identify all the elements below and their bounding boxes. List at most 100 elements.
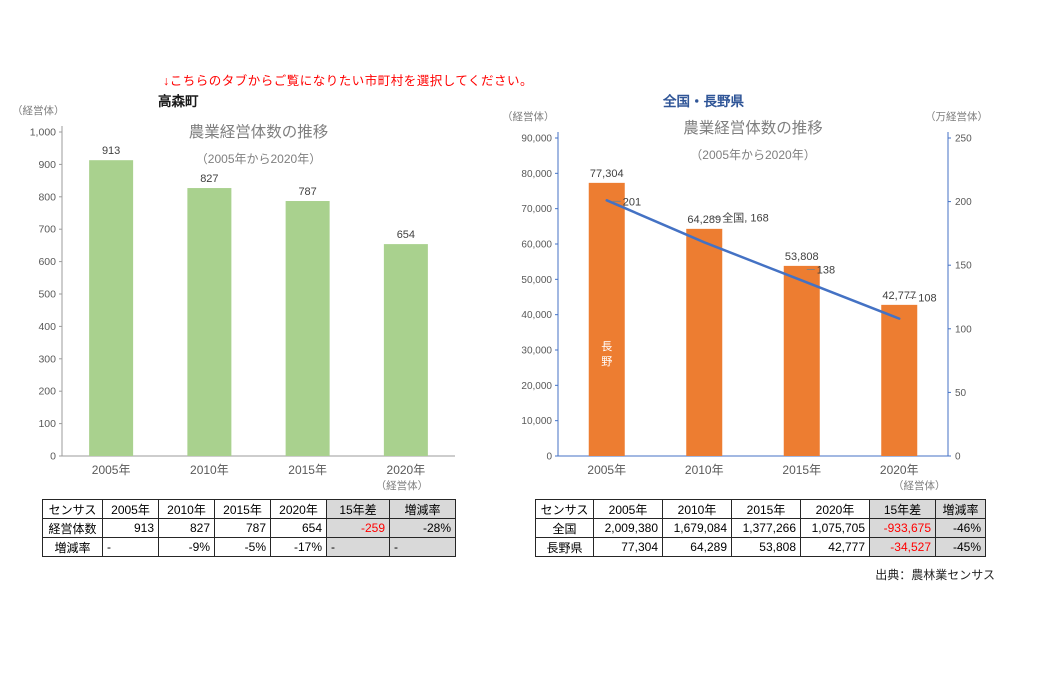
bar-value-label: 77,304 (590, 168, 624, 180)
national-nagano-combo-chart: 0 10,000 20,000 30,000 40,000 50,000 60,000 70,… (500, 100, 990, 500)
y-axis-tick-label: 100 (38, 418, 56, 430)
chart-subtitle: （2005年から2020年） (196, 152, 321, 166)
x-axis-unit-label: （経営体） (893, 479, 946, 492)
table-cell: 1,377,266 (731, 518, 801, 538)
right-axis-unit-label: （万経営体） (925, 110, 988, 123)
y-axis-tick-label: 0 (50, 451, 56, 463)
y-axis-tick-label: 1,000 (30, 127, 56, 139)
bar-value-label: 913 (102, 145, 120, 157)
table-cell: -17% (270, 537, 327, 557)
left-axis-unit-label: （経営体） (12, 104, 65, 117)
y-axis-tick-label: 900 (38, 159, 56, 171)
line-point-label: 138 (817, 264, 835, 276)
bar (686, 228, 723, 456)
table-header-cell: 増減率 (935, 499, 986, 519)
chart-subtitle: （2005年から2020年） (690, 148, 815, 162)
secondary-y-axis-tick-label: 100 (955, 324, 972, 335)
secondary-y-axis-tick-label: 150 (955, 261, 972, 272)
x-axis-label: 2020年 (387, 463, 426, 477)
bar-value-label: 42,777 (882, 290, 916, 302)
takamori-stats-table: センサス 2005年 2010年 2015年 2020年 15年差 増減率 経営体数 913 82… (42, 499, 456, 557)
tab-select-notice: ↓こちらのタブからご覧になりたい市町村を選択してください。 (163, 74, 534, 88)
bar-value-label: 53,808 (785, 251, 819, 263)
y-axis-tick-label: 400 (38, 321, 56, 333)
table-cell: -28% (389, 518, 456, 538)
bar-value-label: 787 (298, 186, 316, 198)
bar-value-label: 654 (397, 229, 415, 241)
right-panel-title: 全国・長野県 (663, 94, 744, 109)
table-cell: 1,679,084 (662, 518, 732, 538)
bar-value-label: 827 (200, 173, 218, 185)
table-cell: - (389, 537, 456, 557)
table-cell: -5% (214, 537, 271, 557)
table-header-cell: センサス (42, 499, 103, 519)
secondary-y-axis-tick-label: 250 (955, 134, 972, 145)
secondary-y-axis-tick-label: 0 (955, 452, 961, 463)
bar (383, 244, 428, 456)
table-cell: -9% (158, 537, 215, 557)
table-cell: -45% (935, 537, 986, 557)
y-axis-tick-label: 600 (38, 256, 56, 268)
y-axis-tick-label: 30,000 (521, 346, 552, 357)
y-axis-tick-label: 200 (38, 386, 56, 398)
line-point-label: 全国, 168 (722, 210, 768, 224)
table-row: 増減率 - -9% -5% -17% - - (42, 537, 456, 557)
table-cell: - (326, 537, 390, 557)
bar (187, 188, 232, 456)
y-axis-tick-label: 20,000 (521, 381, 552, 392)
secondary-y-axis-tick-label: 200 (955, 197, 972, 208)
table-header-cell: センサス (535, 499, 594, 519)
chart-title: 農業経営体数の推移 (189, 123, 329, 141)
row-label-cell: 増減率 (42, 537, 103, 557)
table-header-cell: 15年差 (869, 499, 936, 519)
y-axis-tick-label: 40,000 (521, 310, 552, 321)
table-header-cell: 増減率 (389, 499, 456, 519)
line-point-label: 201 (623, 196, 641, 208)
table-cell: 53,808 (731, 537, 801, 557)
table-header-cell: 15年差 (326, 499, 390, 519)
table-header-cell: 2010年 (662, 499, 732, 519)
bar (881, 304, 918, 456)
secondary-y-axis-tick-label: 50 (955, 388, 967, 399)
row-label-cell: 経営体数 (42, 518, 103, 538)
x-axis-unit-label: （経営体） (376, 479, 429, 492)
bar (588, 182, 625, 456)
chart-canvas: 0 10,000 20,000 30,000 40,000 50,000 60,000 70,… (502, 110, 988, 492)
table-cell: 827 (158, 518, 215, 538)
table-cell: 913 (102, 518, 159, 538)
x-axis-label: 2015年 (782, 463, 821, 477)
bar-value-label: 64,289 (687, 214, 721, 226)
table-header-row: センサス 2005年 2010年 2015年 2020年 15年差 増減率 (42, 499, 456, 519)
y-axis-tick-label: 80,000 (521, 169, 552, 180)
bar (285, 201, 330, 456)
y-axis-tick-label: 0 (546, 452, 552, 463)
bar (783, 265, 820, 456)
x-axis-label: 2015年 (288, 463, 327, 477)
y-axis-tick-label: 300 (38, 353, 56, 365)
takamori-bar-chart: 0 100 200 300 400 500 600 700 800 900 1,000 2005年 20… (10, 100, 460, 500)
table-header-cell: 2015年 (214, 499, 271, 519)
line-point-label: 108 (918, 293, 936, 305)
table-cell: 2,009,380 (593, 518, 663, 538)
table-cell: -933,675 (869, 518, 936, 538)
y-axis-tick-label: 700 (38, 224, 56, 236)
table-header-cell: 2020年 (270, 499, 327, 519)
table-cell: 64,289 (662, 537, 732, 557)
table-header-cell: 2005年 (593, 499, 663, 519)
y-axis-tick-label: 60,000 (521, 240, 552, 251)
national-nagano-stats-table: センサス 2005年 2010年 2015年 2020年 15年差 増減率 全国 2,009,3… (535, 499, 986, 557)
table-cell: 42,777 (800, 537, 870, 557)
y-axis-tick-label: 10,000 (521, 416, 552, 427)
in-bar-series-label: 長 (601, 340, 612, 353)
table-row: 全国 2,009,380 1,679,084 1,377,266 1,075,705 -9… (535, 518, 986, 538)
table-cell: 787 (214, 518, 271, 538)
table-cell: 1,075,705 (800, 518, 870, 538)
row-label-cell: 長野県 (535, 537, 594, 557)
row-label-cell: 全国 (535, 518, 594, 538)
bar (89, 160, 134, 457)
table-row: 長野県 77,304 64,289 53,808 42,777 -34,527 -45% (535, 537, 986, 557)
table-cell: 654 (270, 518, 327, 538)
y-axis-tick-label: 90,000 (521, 134, 552, 145)
y-axis-tick-label: 70,000 (521, 204, 552, 215)
